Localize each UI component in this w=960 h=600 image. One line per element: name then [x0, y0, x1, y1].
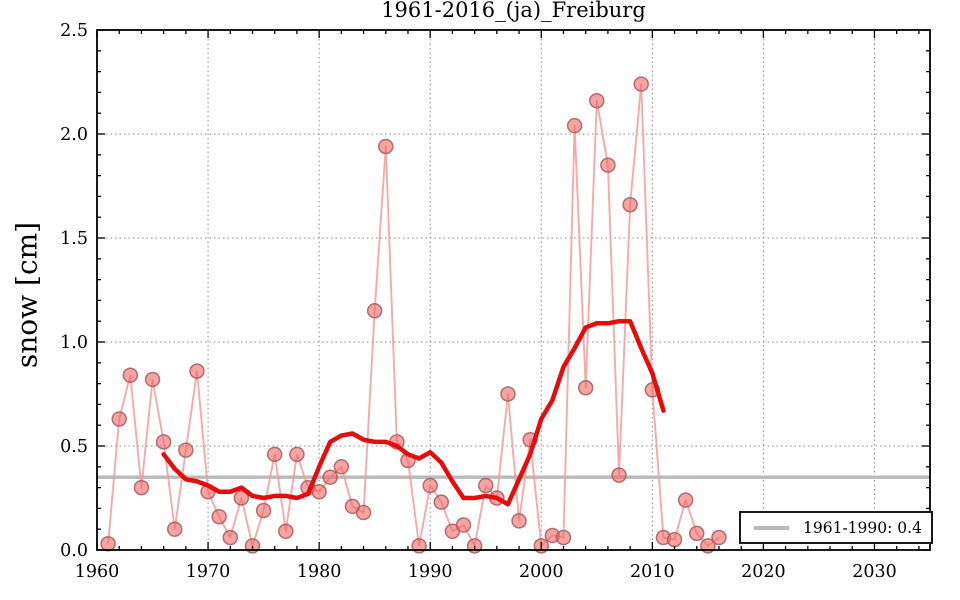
- data-point-2003: [566, 117, 583, 134]
- data-point-2006: [600, 157, 616, 173]
- data-point-1968: [178, 442, 194, 458]
- data-point-2005: [589, 92, 605, 109]
- x-tick-label-2020: 2020: [741, 562, 786, 582]
- data-point-2012: [666, 531, 683, 548]
- data-point-1982: [333, 459, 350, 475]
- data-point-1995: [477, 477, 494, 494]
- data-point-1998: [511, 513, 527, 529]
- chart-title: 1961-2016_(ja)_Freiburg: [381, 0, 646, 22]
- data-point-2004: [577, 380, 594, 396]
- data-point-1973: [233, 490, 250, 506]
- tick-labels: 1960 1970 1980 1990 2000 2010 2020 2030 0.0 0.5 1.…: [60, 21, 897, 582]
- data-point-1985: [366, 303, 383, 319]
- x-tick-label-1990: 1990: [408, 562, 453, 582]
- legend-label: 1961-1990: 0.4: [803, 518, 922, 537]
- data-point-1977: [278, 523, 294, 540]
- y-tick-label-0: 0.0: [60, 541, 88, 561]
- data-point-2008: [622, 196, 638, 213]
- data-point-1997: [500, 386, 516, 402]
- legend-line-swatch: [754, 525, 789, 530]
- data-point-1981: [322, 469, 338, 485]
- data-point-1980: [311, 484, 327, 500]
- data-point-1964: [133, 479, 150, 496]
- x-tick-label-1980: 1980: [297, 562, 342, 582]
- data-point-1962: [111, 411, 127, 427]
- y-tick-label-0.5: 0.5: [60, 437, 88, 457]
- data-point-1965: [144, 371, 161, 388]
- y-tick-label-2: 2.0: [60, 125, 88, 145]
- data-point-1986: [378, 138, 394, 155]
- data-point-2014: [689, 525, 705, 542]
- data-point-2013: [677, 492, 694, 508]
- x-tick-label-1970: 1970: [186, 562, 231, 582]
- data-point-1990: [422, 477, 438, 494]
- axes-frame: [96, 29, 931, 551]
- data-point-1976: [266, 446, 283, 463]
- x-tick-label-2000: 2000: [519, 562, 564, 582]
- data-point-1967: [166, 521, 183, 537]
- y-tick-label-1.5: 1.5: [60, 229, 88, 249]
- data-point-1961: [100, 536, 116, 552]
- data-point-1984: [355, 504, 372, 521]
- data-point-1963: [122, 367, 139, 384]
- data-point-1971: [211, 508, 227, 525]
- x-tick-label-2030: 2030: [852, 562, 897, 582]
- y-tick-label-1: 1.0: [60, 333, 88, 353]
- x-tick-label-2010: 2010: [630, 562, 675, 582]
- data-point-1966: [155, 434, 172, 450]
- data-point-1969: [189, 363, 205, 379]
- data-point-2002: [555, 529, 572, 546]
- axis-ticks: [96, 29, 930, 551]
- data-point-1975: [255, 502, 272, 519]
- data-point-2009: [633, 76, 649, 92]
- legend: 1961-1990: 0.4: [739, 511, 933, 544]
- data-point-2016: [711, 529, 727, 546]
- y-axis-label: snow [cm]: [10, 221, 44, 369]
- data-point-2007: [611, 467, 627, 483]
- data-point-1991: [433, 494, 450, 510]
- data-point-1978: [289, 446, 305, 463]
- annual-series-markers: [100, 76, 727, 554]
- data-point-1993: [455, 517, 472, 533]
- x-tick-label-1960: 1960: [75, 562, 120, 582]
- smoothed-series-line: [161, 318, 666, 507]
- y-tick-label-2.5: 2.5: [60, 21, 88, 41]
- data-point-1972: [222, 529, 239, 546]
- grid-lines: [97, 30, 930, 550]
